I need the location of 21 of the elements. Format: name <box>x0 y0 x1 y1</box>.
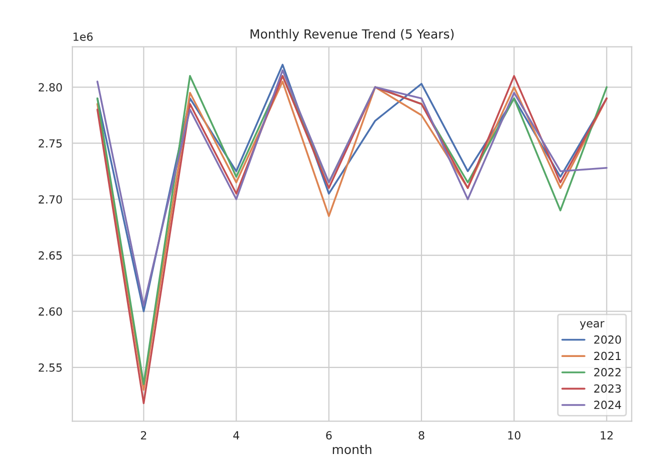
legend-label: 2024 <box>594 400 622 410</box>
legend-label: 2020 <box>594 335 621 344</box>
legend-label: 2021 <box>594 352 621 360</box>
y-tick-label: 2.75 <box>38 139 62 148</box>
x-tick-label: 12 <box>600 431 613 440</box>
x-tick-label: 10 <box>508 431 520 440</box>
y-tick-label: 2.80 <box>38 83 62 92</box>
legend-label: 2022 <box>594 368 621 376</box>
legend-label: 2023 <box>594 384 621 393</box>
y-tick-label: 2.70 <box>38 195 62 204</box>
x-tick-label: 4 <box>233 431 240 440</box>
x-tick-label: 2 <box>140 431 146 440</box>
y-tick-label: 2.60 <box>38 307 62 316</box>
chart-title: Monthly Revenue Trend (5 Years) <box>250 28 454 42</box>
x-tick-label: 8 <box>418 431 424 440</box>
text: 1e6 <box>74 32 93 41</box>
y-tick-label: 2.55 <box>38 363 62 372</box>
x-tick-label: 6 <box>326 431 332 440</box>
x-axis-title: month <box>332 444 372 454</box>
y-tick-label: 2.65 <box>38 251 62 260</box>
legend-title: year <box>580 321 604 330</box>
